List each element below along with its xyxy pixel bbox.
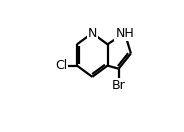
Text: N: N xyxy=(88,27,97,40)
Text: Br: Br xyxy=(112,79,125,93)
Text: NH: NH xyxy=(115,27,134,40)
Text: Cl: Cl xyxy=(55,59,67,72)
